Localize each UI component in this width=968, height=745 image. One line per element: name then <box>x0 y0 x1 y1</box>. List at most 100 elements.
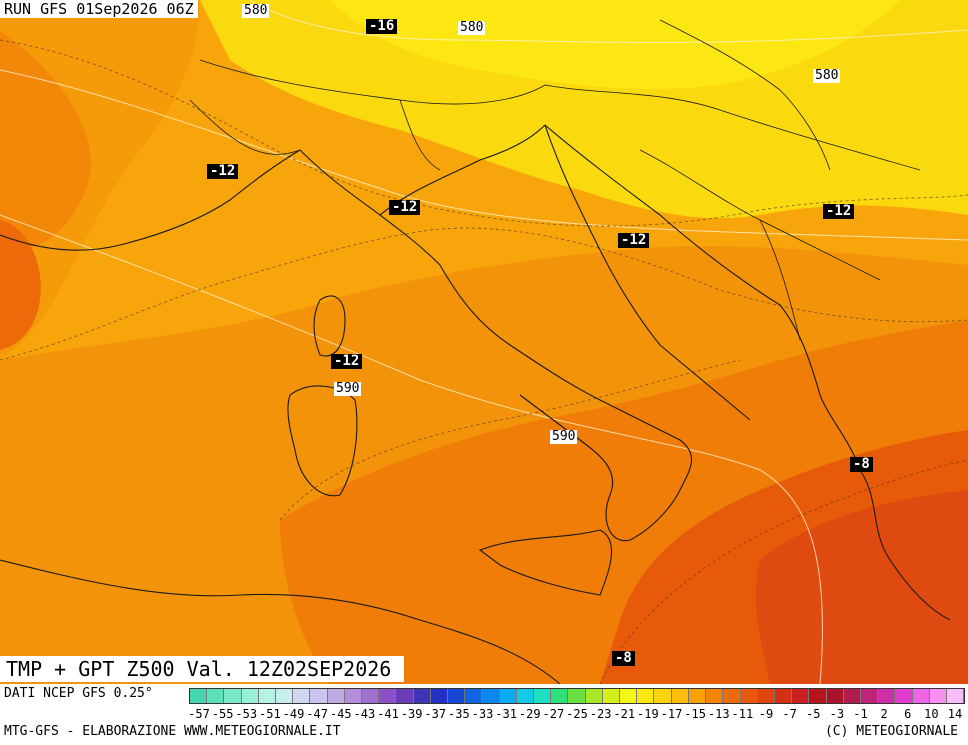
color-scale-tick: 10 <box>924 707 939 721</box>
temp-zone-west-deep <box>0 30 91 255</box>
color-scale-swatch <box>757 689 775 703</box>
borders <box>189 19 921 341</box>
color-scale-tick: -37 <box>424 707 447 721</box>
color-scale-swatch <box>276 689 294 703</box>
color-scale-swatch <box>190 689 208 703</box>
geopotential-label: 580 <box>813 68 841 83</box>
color-scale-swatch <box>465 689 483 703</box>
coastlines <box>0 124 951 684</box>
color-scale-tick: -47 <box>306 707 328 721</box>
color-scale-tick: -39 <box>400 707 423 721</box>
color-scale-tick: -21 <box>613 707 636 721</box>
color-scale-tick: -33 <box>471 707 494 721</box>
color-scale-tick: -49 <box>282 707 305 721</box>
color-scale-tick: -41 <box>377 707 399 721</box>
color-scale-tick: -31 <box>495 707 517 721</box>
color-scale-swatch <box>258 689 277 703</box>
color-scale-tick: 2 <box>880 707 888 721</box>
color-scale-tick: -19 <box>637 707 659 721</box>
color-scale-tick: -3 <box>829 707 845 721</box>
color-scale-swatch <box>723 689 741 703</box>
color-scale-swatch <box>688 689 707 703</box>
color-scale-swatch <box>671 689 689 703</box>
color-scale-swatch <box>946 689 965 703</box>
validity-label: TMP + GPT Z500 Val. 12Z02SEP2026 <box>0 656 404 682</box>
color-scale-swatch <box>637 689 655 703</box>
color-scale-swatch <box>706 689 724 703</box>
color-scale-tick: -15 <box>684 707 706 721</box>
color-scale-tick: -53 <box>235 707 258 721</box>
color-scale-tick: -45 <box>329 707 352 721</box>
color-scale-swatch <box>241 689 259 703</box>
color-scale-swatch <box>379 689 397 703</box>
temp-zone-west-red <box>0 220 41 350</box>
color-scale-tick: -55 <box>211 707 234 721</box>
color-scale-swatch <box>740 689 758 703</box>
color-scale-swatch <box>551 689 569 703</box>
temperature-label: -12 <box>207 164 239 179</box>
color-scale-tick: -17 <box>660 707 683 721</box>
color-scale-swatch <box>895 689 913 703</box>
temperature-label: -12 <box>618 233 650 248</box>
geopotential-label: 580 <box>458 20 486 35</box>
color-scale-swatch <box>929 689 947 703</box>
color-scale-swatch <box>602 689 621 703</box>
color-scale-tick: -1 <box>853 707 868 721</box>
color-scale-tick: -29 <box>518 707 541 721</box>
color-scale-tick: -25 <box>566 707 588 721</box>
temperature-label: -12 <box>331 354 363 369</box>
color-scale-tick: -51 <box>259 707 281 721</box>
color-scale-swatch <box>327 689 345 703</box>
credit-right: (C) METEOGIORNALE <box>824 724 958 739</box>
color-scale-swatch <box>809 689 827 703</box>
color-scale-swatch <box>293 689 311 703</box>
geopotential-label: 590 <box>550 429 578 444</box>
color-scale-swatch <box>362 689 380 703</box>
color-scale-swatch <box>207 689 225 703</box>
color-scale-swatch <box>774 689 793 703</box>
color-scale-swatch <box>499 689 517 703</box>
color-scale-swatch <box>585 689 603 703</box>
color-scale-tick: -43 <box>353 707 376 721</box>
color-scale-swatch <box>792 689 810 703</box>
color-scale-swatch <box>396 689 414 703</box>
color-scale-swatch <box>430 689 449 703</box>
color-scale-swatch <box>516 689 535 703</box>
color-scale-tick: -13 <box>707 707 730 721</box>
color-scale-tick: -5 <box>806 707 821 721</box>
color-scale-swatch <box>344 689 363 703</box>
temperature-label: -8 <box>850 457 873 472</box>
temperature-label: -12 <box>389 200 421 215</box>
color-scale-swatch <box>912 689 930 703</box>
color-scale-swatch <box>310 689 328 703</box>
temperature-label: -8 <box>612 651 635 666</box>
temperature-label: -12 <box>823 204 855 219</box>
run-label: RUN GFS 01Sep2026 06Z <box>0 0 198 18</box>
color-scale-tick: -7 <box>782 707 797 721</box>
geopotential-label: 580 <box>242 3 270 18</box>
weather-map <box>0 0 968 684</box>
geopotential-label: 590 <box>334 381 362 396</box>
credit-left: MTG-GFS - ELABORAZIONE WWW.METEOGIORNALE… <box>4 724 341 739</box>
color-scale-tick: 6 <box>904 707 912 721</box>
color-scale-swatch <box>843 689 861 703</box>
color-scale-swatch <box>568 689 586 703</box>
color-scale-tick: 14 <box>947 707 963 721</box>
color-scale-swatch <box>860 689 879 703</box>
color-scale-ticks: -57 -55 -53 -51 -49 -47 -45 -43 -41 -39 -37 -35 -33-… <box>188 707 965 721</box>
color-scale-tick: -9 <box>758 707 774 721</box>
color-scale-swatch <box>224 689 242 703</box>
data-source-label: DATI NCEP GFS 0.25° <box>4 686 155 702</box>
color-scale-swatch <box>620 689 638 703</box>
temp-zone-deep-red <box>755 490 968 684</box>
color-scale-tick: -27 <box>542 707 565 721</box>
color-scale-bar <box>189 688 965 704</box>
color-scale-swatch <box>482 689 500 703</box>
color-scale-tick: -35 <box>448 707 470 721</box>
color-scale-tick: -23 <box>589 707 612 721</box>
color-scale-swatch <box>448 689 466 703</box>
color-scale-swatch <box>826 689 844 703</box>
isotherm-lines <box>0 39 968 684</box>
color-scale-swatch <box>534 689 552 703</box>
color-scale-tick: -57 <box>188 707 210 721</box>
